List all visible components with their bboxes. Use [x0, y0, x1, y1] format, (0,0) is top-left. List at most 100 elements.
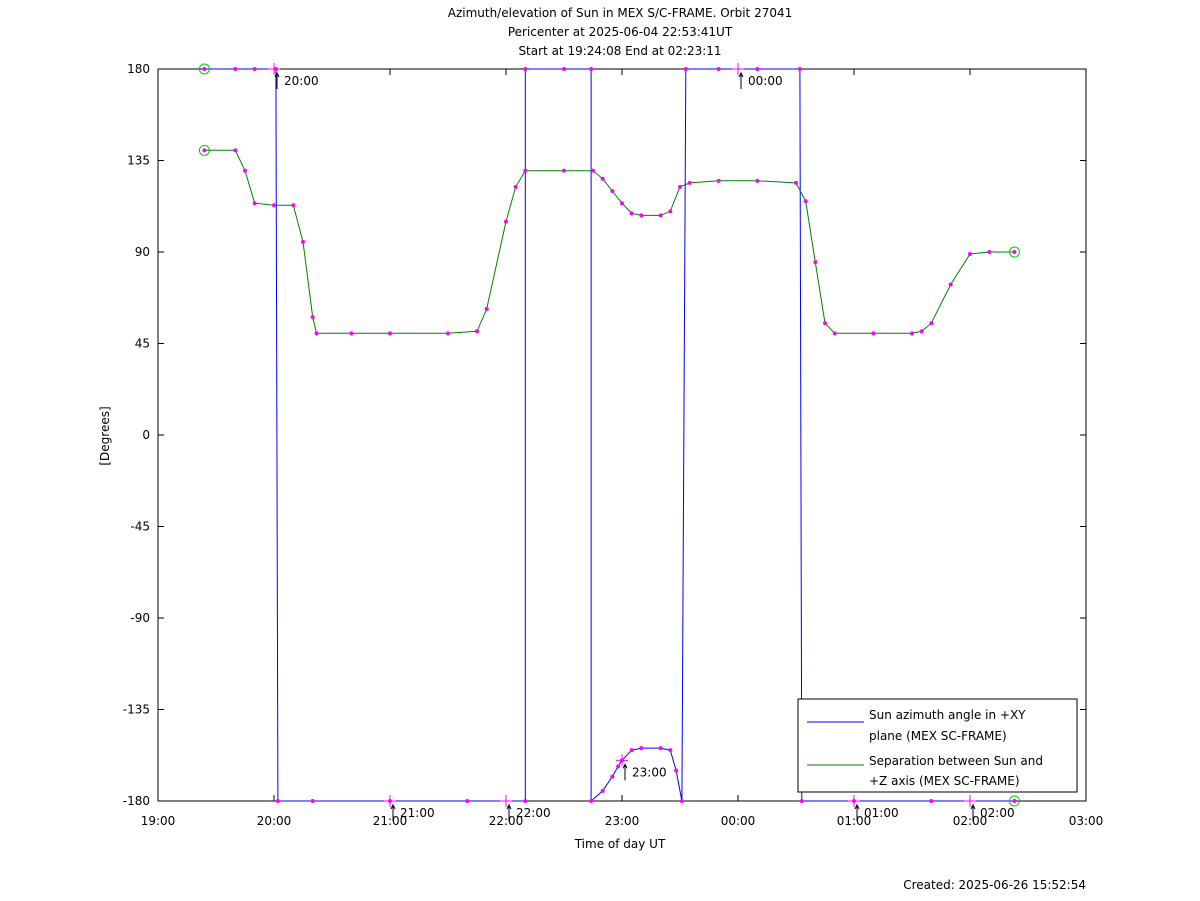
data-point	[600, 176, 605, 181]
data-point	[658, 746, 663, 751]
series-line-separation	[204, 149, 1015, 334]
data-point	[523, 799, 528, 803]
legend-box	[797, 698, 1078, 793]
data-point	[600, 788, 605, 793]
x-tick-label: 22:00	[489, 814, 524, 828]
hour-label: 23:00	[632, 765, 667, 779]
data-point	[716, 178, 721, 183]
y-tick-label: 135	[127, 154, 150, 168]
hour-arrow-head	[390, 803, 396, 810]
data-point	[202, 67, 207, 71]
data-point	[929, 321, 934, 326]
data-point	[589, 799, 594, 803]
data-point	[243, 168, 247, 173]
data-point	[629, 211, 634, 216]
data-point	[871, 331, 876, 336]
data-point	[755, 178, 760, 183]
y-tick-label: -90	[130, 611, 150, 625]
legend: Sun azimuth angle in +XY plane (MEX SC-F…	[797, 698, 1078, 793]
data-point	[562, 67, 566, 71]
data-point	[475, 329, 479, 334]
data-point	[465, 799, 470, 803]
y-tick-label: 90	[135, 245, 150, 259]
hour-arrow-head	[622, 763, 628, 769]
data-point	[616, 764, 621, 769]
data-point	[252, 201, 257, 206]
data-point	[446, 331, 450, 336]
x-tick-label: 20:00	[257, 814, 292, 828]
plot-area	[157, 68, 1087, 802]
x-tick-label: 02:00	[953, 814, 988, 828]
data-point	[314, 331, 319, 336]
data-point	[674, 768, 679, 773]
start-marker	[198, 63, 210, 75]
data-point	[832, 331, 837, 336]
data-point	[233, 67, 238, 71]
data-point	[968, 252, 972, 257]
y-tick-label: -180	[123, 794, 150, 808]
data-point	[910, 331, 914, 336]
hour-label: 21:00	[400, 806, 435, 820]
hour-label: 22:00	[516, 806, 551, 820]
data-point	[678, 184, 682, 189]
data-point	[301, 239, 305, 244]
x-tick-label: 21:00	[373, 814, 408, 828]
data-point	[629, 748, 634, 753]
x-tick-label: 19:00	[141, 814, 176, 828]
end-marker	[1008, 795, 1020, 807]
data-point	[310, 315, 315, 320]
data-point	[639, 213, 644, 218]
hour-arrow-head	[506, 803, 512, 810]
y-axis-ticks: 180 135 90 45 0 -45 -90 -135 -180	[123, 62, 1086, 808]
hour-markers: 20:00 21:00 22:00 23:00 00:00 01:00 02:00	[268, 63, 1015, 821]
data-point	[929, 799, 934, 803]
x-axis-label: Time of day UT	[574, 837, 666, 851]
data-point	[668, 748, 673, 753]
data-point	[794, 180, 798, 185]
data-point	[523, 67, 528, 71]
data-point	[797, 67, 802, 71]
y-tick-label: 45	[135, 337, 150, 351]
legend-label-separation-2: +Z axis (MEX SC-FRAME)	[869, 774, 1020, 788]
data-point	[562, 168, 566, 173]
legend-label-azimuth-2: plane (MEX SC-FRAME)	[869, 729, 1007, 743]
data-point	[513, 184, 518, 189]
data-point	[523, 168, 528, 173]
data-point	[291, 203, 296, 208]
y-tick-label: 0	[142, 428, 150, 442]
data-point	[799, 799, 804, 803]
data-point	[591, 168, 595, 173]
data-point	[919, 329, 924, 334]
data-point	[639, 746, 644, 751]
legend-label-azimuth-1: Sun azimuth angle in +XY	[869, 708, 1026, 722]
data-point	[349, 331, 354, 336]
y-tick-label: 180	[127, 62, 150, 76]
data-point	[589, 67, 594, 71]
hour-arrow-head	[738, 71, 744, 78]
data-point	[275, 799, 280, 803]
chart-title: Azimuth/elevation of Sun in MEX S/C-FRAM…	[448, 6, 793, 58]
data-point	[948, 282, 953, 287]
data-point	[252, 67, 257, 71]
data-point	[679, 799, 684, 803]
data-point	[310, 799, 315, 803]
y-axis-label: [Degrees]	[98, 406, 112, 465]
data-point	[1012, 799, 1017, 803]
title-line-1: Azimuth/elevation of Sun in MEX S/C-FRAM…	[448, 6, 793, 20]
data-point	[813, 260, 818, 265]
data-point	[504, 219, 508, 224]
hour-arrow-head	[970, 803, 976, 810]
end-marker	[1008, 246, 1020, 258]
x-tick-label: 01:00	[837, 814, 872, 828]
data-point	[716, 67, 721, 71]
x-tick-label: 03:00	[1069, 814, 1104, 828]
x-tick-label: 23:00	[605, 814, 640, 828]
data-point	[668, 209, 673, 214]
data-point	[620, 201, 624, 206]
data-point	[687, 180, 692, 185]
hour-label: 01:00	[864, 806, 899, 820]
data-point	[610, 189, 615, 193]
data-point	[610, 774, 615, 779]
hour-label: 00:00	[748, 74, 783, 88]
